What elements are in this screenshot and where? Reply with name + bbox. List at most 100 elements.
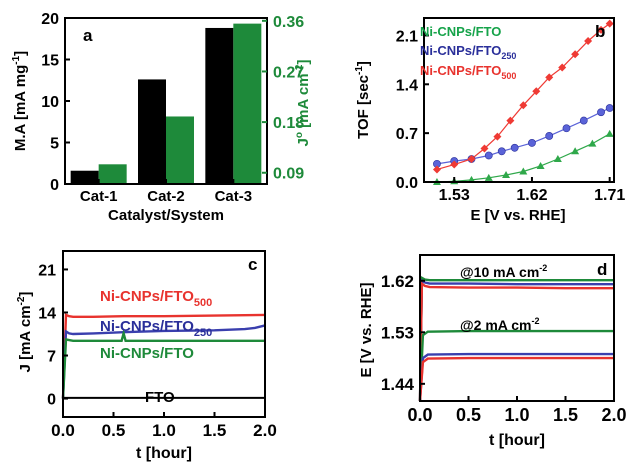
panel-b-x-ticks: 1.53 1.62 1.71 [439,177,625,204]
panel-b: 0.00.71.42.1 1.53 1.62 1.71 b Ni-CNPs/FTO … [354,17,625,224]
bar-exchange-current-Cat-1 [98,164,127,184]
panel-d-annotation-10: @10 mA cm-2 [460,263,547,280]
y-tick-label: 2.1 [396,28,418,45]
data-point-green [571,147,580,155]
panel-a-plot-area [70,23,262,185]
x-tick-label: 1.5 [553,405,578,425]
data-point-blue [484,151,493,160]
panel-b-legend-1: Ni-CNPs/FTO [420,24,501,39]
data-point-green [605,129,614,137]
y-tick-label: 5 [50,136,59,153]
data-point-red [519,101,528,110]
x-tick-label: 2.0 [253,421,277,440]
panel-b-y-ticks: 0.0 0.7 1.4 2.1 [396,28,429,192]
series-line-green [418,275,614,402]
x-tick-label: 1.5 [203,421,227,440]
data-point-blue [597,108,605,117]
x-tick-label: Cat-2 [147,188,185,205]
data-point-red [605,19,614,28]
bar-exchange-current-Cat-2 [166,116,194,184]
x-tick-label: 0.0 [51,421,75,440]
data-point-green [502,171,511,179]
panel-a-y2-ticks: 0.09 0.18 0.27 0.36 [262,14,304,183]
panel-a-ylabel2: Jo [mA cm-2] [294,60,312,147]
y-tick-label: 1.53 [381,323,414,342]
y-tick-label: 1.62 [381,272,414,291]
y-tick-label: 10 [41,94,59,111]
data-point-green [536,161,545,169]
panel-b-frame [423,17,615,183]
panel-d-xlabel: t [hour] [489,432,545,449]
data-point-red [584,37,593,46]
x-tick-label: 2.0 [601,405,626,425]
y2-tick-label: 0.09 [273,166,304,183]
panel-d: 1.44 1.53 1.62 0.0 0.5 1.0 1.5 2.0 d @10 mA cm… [358,254,627,449]
data-point-red [597,25,606,34]
bar-mass-activity-Cat-2 [138,79,166,184]
series-line-green [436,133,610,183]
y-tick-label: 15 [41,53,59,70]
y-tick-label: 0 [47,392,56,409]
series-line-blue [61,324,266,399]
data-point-red [467,154,476,163]
panel-a-x-ticks: Cat-1 Cat-2 Cat-3 [80,179,252,205]
panel-b-plot-area [432,19,614,185]
panel-c-plot-area [61,313,266,399]
data-point-red [450,160,459,169]
y-tick-label: 14 [38,305,56,322]
panel-d-x-ticks: 0.0 0.5 1.0 1.5 2.0 [407,396,627,425]
data-point-red [558,63,567,72]
data-point-blue [497,147,506,156]
data-point-red [432,165,441,174]
y-tick-label: 0.7 [396,126,418,143]
y-tick-label: 21 [38,262,56,279]
data-point-blue [545,132,554,140]
data-point-green [553,154,562,162]
panel-d-annotation-2: @2 mA cm-2 [460,316,540,333]
panel-d-y-ticks: 1.44 1.53 1.62 [381,272,425,394]
panel-c-x-ticks: 0.0 0.5 1.0 1.5 2.0 [51,412,277,440]
panel-c-label-bare-fto: FTO [145,389,175,406]
panel-c-xlabel: t [hour] [136,445,192,462]
x-tick-label: 0.5 [456,405,481,425]
series-line-blue [418,352,614,402]
y2-tick-label: 0.36 [273,14,304,31]
series-line-green [61,328,265,399]
panel-c-ylabel: J [mA cm-2] [16,292,34,373]
panel-c-label-fto: Ni-CNPs/FTO [100,345,194,362]
data-point-blue [510,143,519,152]
data-point-green [519,167,528,175]
panel-b-legend-2: Ni-CNPs/FTO250 [420,43,516,61]
bar-exchange-current-Cat-3 [233,23,262,184]
y-tick-label: 0 [50,177,59,194]
panel-c-letter: c [248,255,257,274]
panel-c-label-250: Ni-CNPs/FTO250 [100,318,212,339]
data-point-blue [528,139,536,147]
data-point-blue [605,104,614,112]
panel-a-letter: a [83,26,93,45]
panel-b-letter: b [595,22,605,41]
y2-tick-label: 0.27 [273,64,304,81]
x-tick-label: 1.0 [504,405,529,425]
series-line-green [418,329,614,402]
data-point-red [506,116,515,125]
data-point-green [484,173,493,181]
panel-a-ylabel: M.A [mA mg-1] [11,51,29,151]
panel-d-plot-area [418,275,614,402]
series-line-blue [418,278,614,402]
panel-b-xlabel: E [V vs. RHE] [470,207,565,224]
y-tick-label: 1.44 [381,375,415,394]
panel-a-y-ticks: 0 5 10 15 20 [41,11,70,194]
data-point-red [480,144,489,153]
panel-b-ylabel: TOF [sec-1] [354,61,372,139]
x-tick-label: 1.62 [516,187,547,204]
series-line-red [418,356,614,402]
y-tick-label: 7 [47,349,56,366]
series-line-red [61,313,266,399]
data-point-red [571,50,580,59]
x-tick-label: 0.0 [407,405,432,425]
panel-d-letter: d [597,260,607,279]
x-tick-label: 1.0 [152,421,176,440]
